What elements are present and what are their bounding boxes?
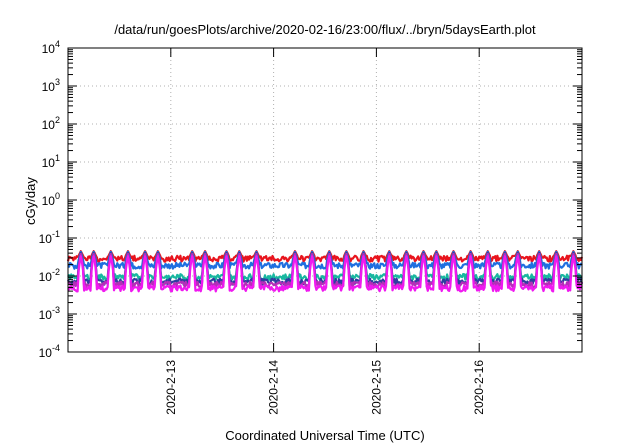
series-line-6 (67, 255, 583, 293)
chart-title: /data/run/goesPlots/archive/2020-02-16/2… (114, 22, 536, 37)
x-tick-label: 2020-2-14 (267, 360, 281, 415)
y-tick-label: 104 (42, 39, 60, 56)
y-tick-label: 10-3 (39, 305, 60, 322)
y-tick-label: 10-1 (39, 229, 60, 246)
x-tick-label: 2020-2-13 (164, 360, 178, 415)
x-tick-label: 2020-2-16 (472, 360, 486, 415)
series-layer (66, 250, 584, 293)
x-tick-label: 2020-2-15 (369, 360, 383, 415)
y-tick-label: 10-2 (39, 267, 60, 284)
x-axis-label: Coordinated Universal Time (UTC) (225, 428, 424, 443)
y-tick-label: 102 (42, 115, 60, 132)
grid-lines (68, 48, 582, 352)
series-line-1 (66, 250, 584, 263)
series-line-3 (67, 253, 583, 282)
series-line-2 (67, 250, 583, 270)
plot-frame (67, 47, 583, 353)
x-axis-ticks: 2020-2-13 2020-2-14 2020-2-15 2020-2-16 (164, 48, 486, 415)
y-tick-label: 10-4 (39, 343, 60, 360)
y-tick-label: 100 (42, 191, 60, 208)
y-axis-ticks: 10-4 10-3 10-2 10-1 100 101 102 103 104 (39, 39, 582, 360)
y-axis-label: cGy/day (23, 177, 38, 225)
y-tick-label: 103 (42, 77, 60, 94)
y-tick-label: 101 (42, 153, 60, 170)
